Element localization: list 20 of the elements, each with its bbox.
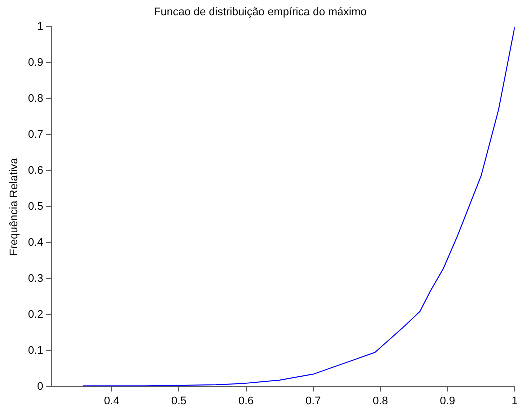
y-tick-label: 1 xyxy=(37,21,44,34)
y-tick-label: 0.1 xyxy=(28,344,44,357)
y-tick-label: 0.2 xyxy=(28,308,44,321)
chart-title: Funcao de distribuição empírica do máximo xyxy=(154,6,367,19)
x-tick-label: 0.5 xyxy=(171,395,187,408)
y-tick-label: 0.9 xyxy=(28,57,44,70)
y-tick-label: 0.7 xyxy=(28,129,44,142)
x-tick-label: 0.6 xyxy=(238,395,254,408)
y-tick-label: 0.3 xyxy=(28,272,44,285)
x-tick-label: 1 xyxy=(512,395,518,408)
y-axis-title: Frequência Relativa xyxy=(8,157,21,256)
y-tick-label: 0 xyxy=(37,380,44,393)
y-tick-label: 0.8 xyxy=(28,93,44,106)
y-tick-label: 0.6 xyxy=(28,165,44,178)
x-tick-label: 0.8 xyxy=(372,395,388,408)
x-tick-label: 0.9 xyxy=(440,395,456,408)
x-tick-label: 0.7 xyxy=(306,395,322,408)
x-tick-label: 0.4 xyxy=(104,395,120,408)
y-tick-label: 0.5 xyxy=(28,201,44,214)
y-tick-label: 0.4 xyxy=(28,236,44,249)
